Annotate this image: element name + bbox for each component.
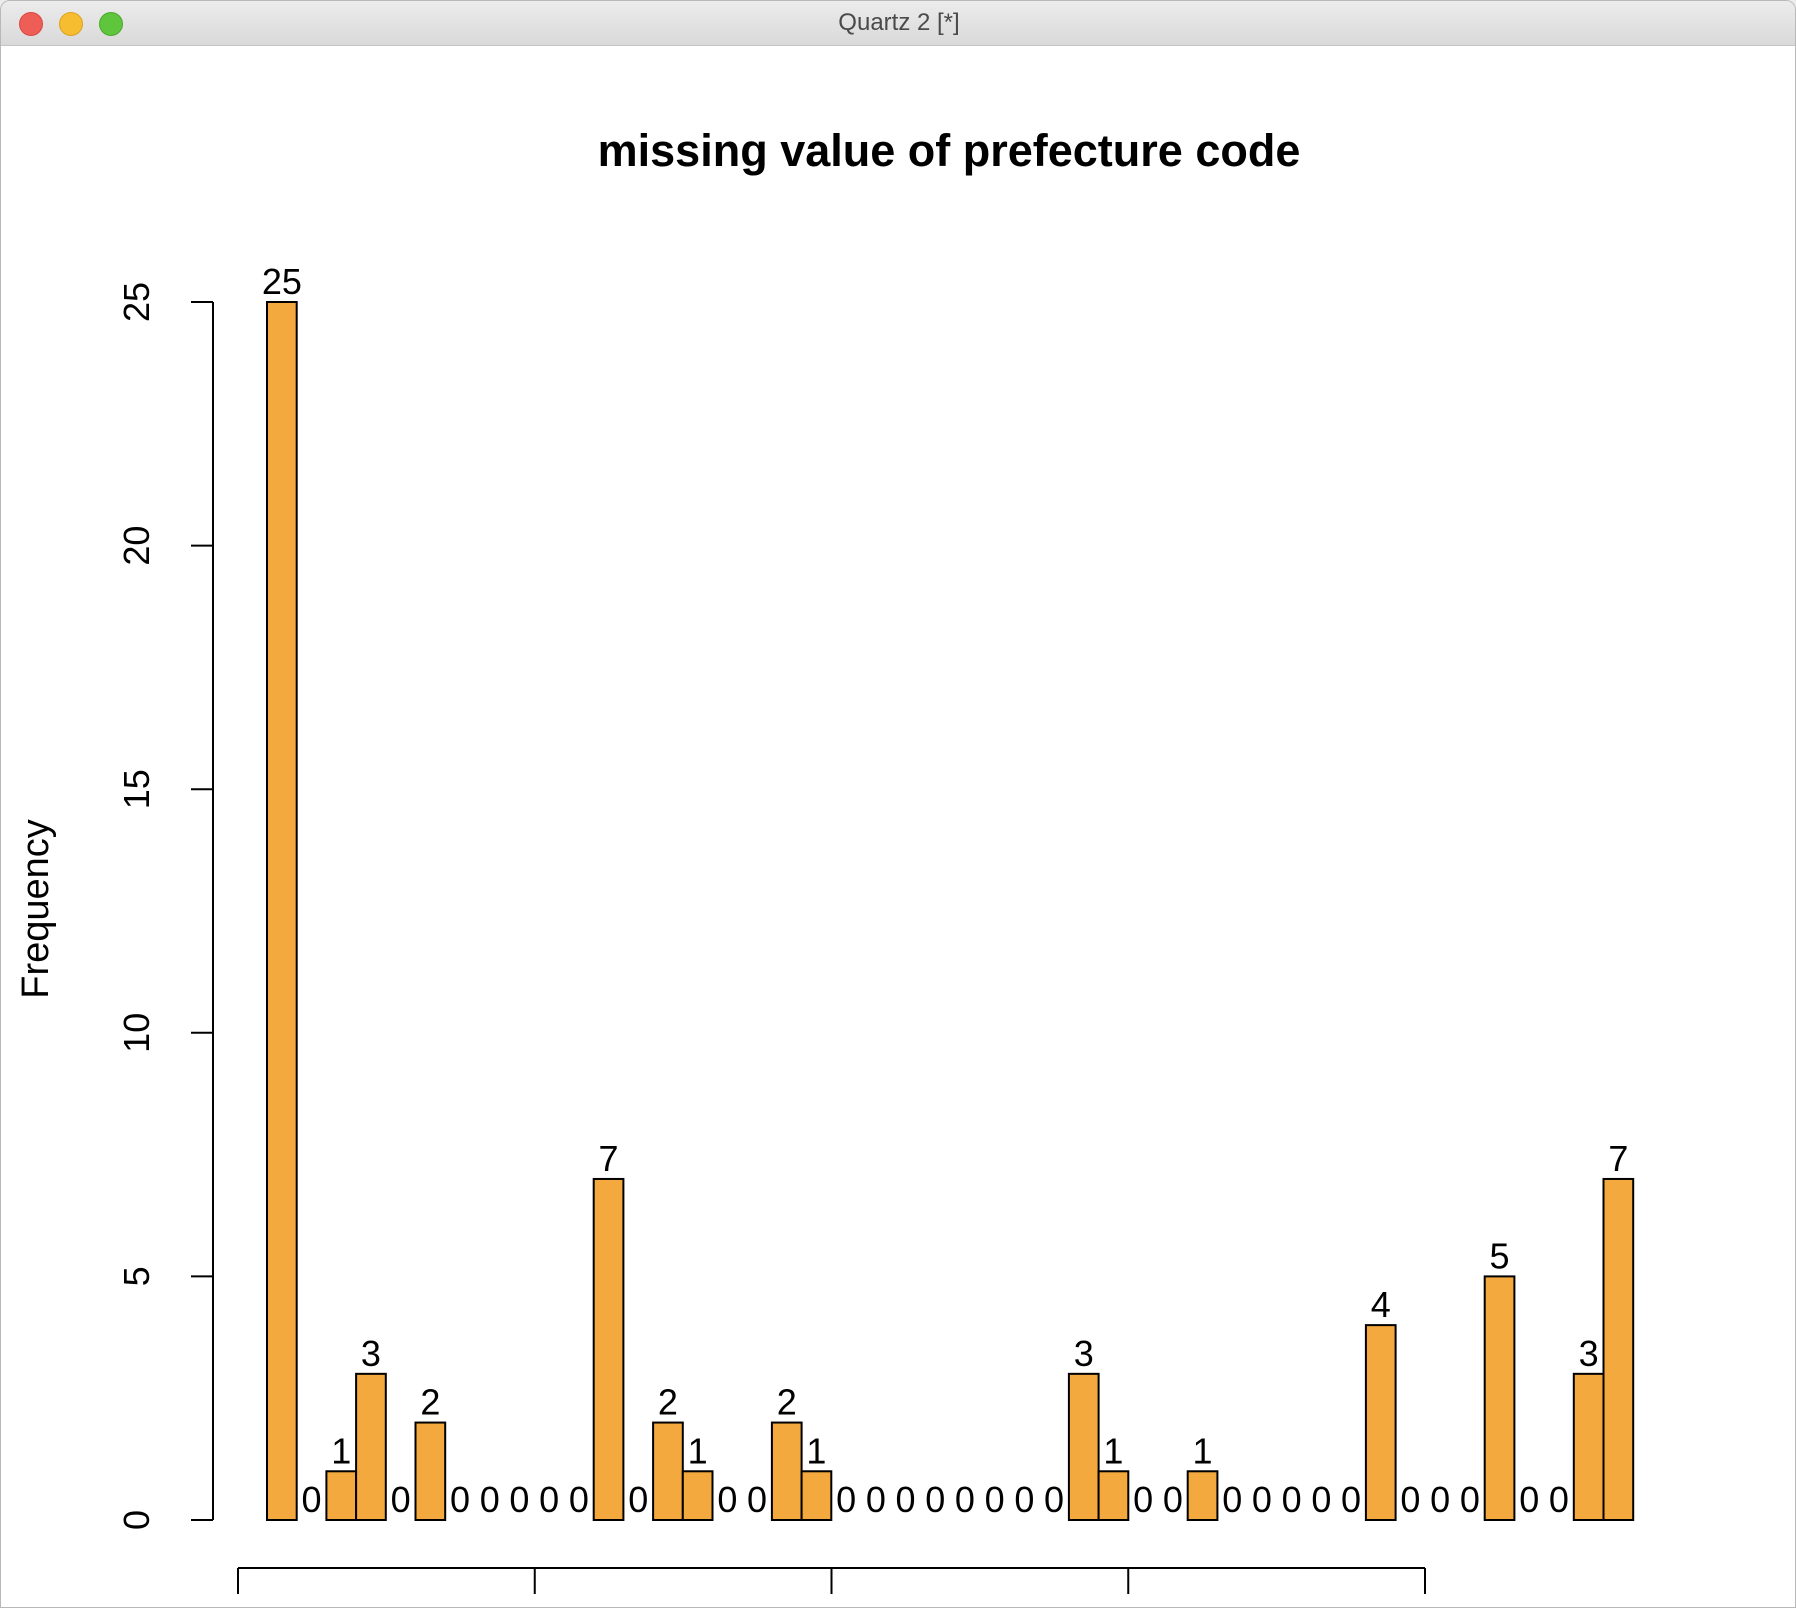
- bar-value-label: 2: [420, 1382, 440, 1423]
- bar-value-label: 0: [1014, 1479, 1034, 1520]
- bar-value-label: 2: [658, 1382, 678, 1423]
- bar-value-label: 0: [717, 1479, 737, 1520]
- bar-value-label: 0: [1222, 1479, 1242, 1520]
- bar-value-label: 1: [1103, 1430, 1123, 1471]
- histogram-bar: [1067, 1372, 1100, 1521]
- bar-value-label: 2: [777, 1382, 797, 1423]
- bar-value-label: 3: [361, 1333, 381, 1374]
- y-axis: 0 5 10 15 20 25: [116, 282, 214, 1530]
- close-window-button[interactable]: [19, 12, 43, 36]
- chart-title: missing value of prefecture code: [598, 125, 1301, 176]
- histogram-bar: [355, 1372, 387, 1521]
- histogram-bar: [1186, 1470, 1219, 1522]
- bar-value-label: 0: [450, 1479, 470, 1520]
- bar-value-label: 3: [1579, 1333, 1599, 1374]
- histogram-bar: [414, 1421, 447, 1522]
- bar-value-label: 0: [1163, 1479, 1183, 1520]
- bar-value-label: 7: [1608, 1138, 1628, 1179]
- bar-value-label: 0: [866, 1479, 886, 1520]
- bar-value-label: 0: [1549, 1479, 1569, 1520]
- histogram-bar: [1097, 1470, 1130, 1522]
- bar-value-label: 0: [539, 1479, 559, 1520]
- y-tick-label: 0: [116, 1510, 157, 1530]
- bars-group: [266, 301, 1635, 1522]
- bar-value-label: 7: [599, 1138, 619, 1179]
- bar-value-label: 0: [836, 1479, 856, 1520]
- bar-value-label: 1: [806, 1430, 826, 1471]
- histogram-bar: [1483, 1275, 1516, 1522]
- bar-value-label: 0: [1252, 1479, 1272, 1520]
- histogram-bar: [1364, 1324, 1397, 1521]
- bar-value-label: 0: [1044, 1479, 1064, 1520]
- histogram-bar: [266, 301, 298, 1521]
- bar-value-label: 1: [1193, 1430, 1213, 1471]
- histogram-bar: [770, 1421, 803, 1522]
- y-axis-label: Frequency: [15, 819, 57, 999]
- bar-value-label: 0: [302, 1479, 322, 1520]
- minimize-window-button[interactable]: [59, 12, 83, 36]
- histogram-bar: [800, 1470, 833, 1522]
- histogram-chart: missing value of prefecture code Frequen…: [15, 125, 1635, 1594]
- bar-value-label: 0: [1282, 1479, 1302, 1520]
- histogram-bar: [592, 1177, 625, 1521]
- bar-value-label: 0: [1519, 1479, 1539, 1520]
- bar-value-label: 0: [985, 1479, 1005, 1520]
- bar-value-label: 4: [1371, 1284, 1391, 1325]
- bar-value-label: 0: [896, 1479, 916, 1520]
- title-bar[interactable]: Quartz 2 [*]: [1, 1, 1795, 46]
- bar-value-label: 0: [1460, 1479, 1480, 1520]
- histogram-bar: [652, 1421, 684, 1522]
- plot-area: missing value of prefecture code Frequen…: [1, 46, 1795, 1607]
- histogram-bar: [325, 1470, 358, 1522]
- bar-value-label: 0: [391, 1479, 411, 1520]
- bar-value-label: 0: [1341, 1479, 1361, 1520]
- bar-value-label: 0: [628, 1479, 648, 1520]
- bar-value-label: 0: [1311, 1479, 1331, 1520]
- y-tick-label: 5: [116, 1266, 157, 1286]
- zoom-window-button[interactable]: [99, 12, 123, 36]
- bar-value-label: 1: [688, 1430, 708, 1471]
- bar-value-label: 1: [331, 1430, 351, 1471]
- bar-value-label: 0: [747, 1479, 767, 1520]
- bar-value-label: 25: [262, 261, 302, 302]
- y-tick-label: 20: [116, 526, 157, 566]
- window-title: Quartz 2 [*]: [838, 9, 960, 36]
- bar-value-label: 0: [509, 1479, 529, 1520]
- histogram-bar: [1572, 1372, 1605, 1521]
- histogram-bar: [1602, 1177, 1635, 1521]
- bar-value-label: 5: [1490, 1235, 1510, 1276]
- bar-value-label: 0: [569, 1479, 589, 1520]
- bar-value-label: 0: [1430, 1479, 1450, 1520]
- y-tick-label: 15: [116, 769, 157, 809]
- histogram-bar: [681, 1470, 714, 1522]
- bar-value-label: 0: [1400, 1479, 1420, 1520]
- bar-value-label: 0: [480, 1479, 500, 1520]
- y-tick-label: 10: [116, 1013, 157, 1053]
- bar-value-label: 0: [955, 1479, 975, 1520]
- bar-value-label: 3: [1074, 1333, 1094, 1374]
- bar-value-label: 0: [1133, 1479, 1153, 1520]
- bar-value-label: 0: [925, 1479, 945, 1520]
- x-axis: [237, 1567, 1426, 1594]
- y-tick-label: 25: [116, 282, 157, 322]
